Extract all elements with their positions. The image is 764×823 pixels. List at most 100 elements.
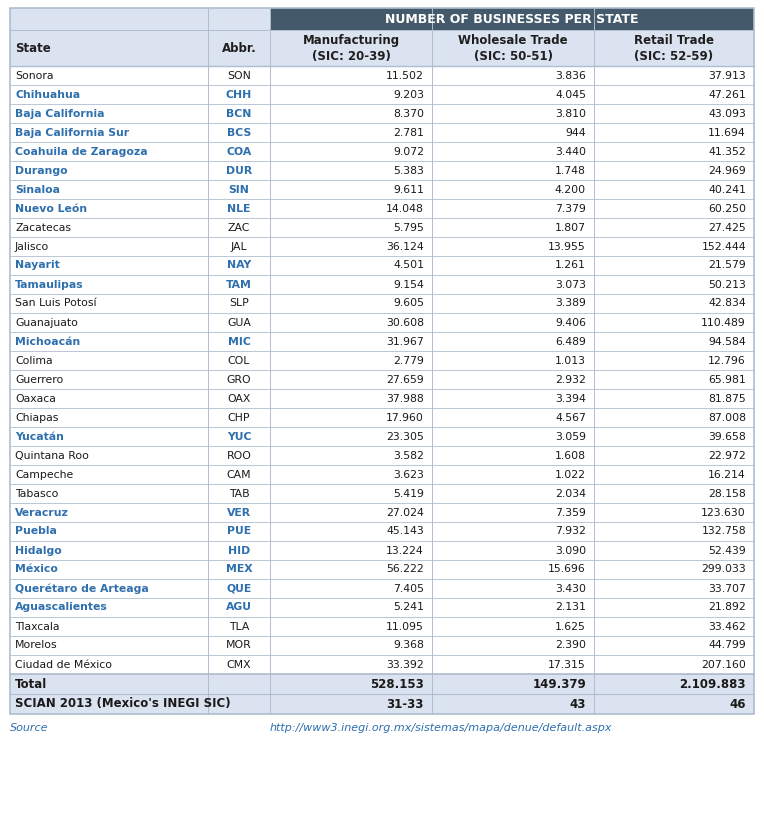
Bar [270, 256, 432, 275]
Text: 7.379: 7.379 [555, 203, 586, 213]
Text: 21.579: 21.579 [708, 261, 746, 271]
Text: Sinaloa: Sinaloa [15, 184, 60, 194]
Bar [594, 370, 754, 389]
Bar [208, 332, 270, 351]
Bar [594, 142, 754, 161]
Bar [208, 66, 270, 85]
Text: 81.875: 81.875 [708, 393, 746, 403]
Bar [594, 560, 754, 579]
Text: Quintana Roo: Quintana Roo [15, 450, 89, 461]
Text: Veracruz: Veracruz [15, 508, 69, 518]
Text: 3.059: 3.059 [555, 431, 586, 441]
Bar [10, 332, 208, 351]
Bar [10, 694, 208, 714]
Text: 21.892: 21.892 [708, 602, 746, 612]
Text: 207.160: 207.160 [701, 659, 746, 669]
Bar [270, 503, 432, 522]
Bar [208, 674, 270, 694]
Text: SIN: SIN [228, 184, 249, 194]
Bar [594, 351, 754, 370]
Bar [10, 161, 208, 180]
Bar [208, 389, 270, 408]
Bar [270, 636, 432, 655]
Text: OAX: OAX [228, 393, 251, 403]
Bar [432, 66, 594, 85]
Bar [270, 66, 432, 85]
Text: 7.405: 7.405 [393, 584, 424, 593]
Bar [594, 484, 754, 503]
Text: Nuevo León: Nuevo León [15, 203, 87, 213]
Text: CAM: CAM [227, 469, 251, 480]
Bar [270, 598, 432, 617]
Bar [432, 104, 594, 123]
Text: CMX: CMX [227, 659, 251, 669]
Text: 9.605: 9.605 [393, 299, 424, 309]
Bar [10, 655, 208, 674]
Text: SLP: SLP [229, 299, 249, 309]
Bar [432, 351, 594, 370]
Text: Baja California: Baja California [15, 109, 105, 119]
Bar [10, 484, 208, 503]
Bar [270, 579, 432, 598]
Bar [10, 351, 208, 370]
Text: 44.799: 44.799 [708, 640, 746, 650]
Bar [594, 30, 754, 66]
Bar [594, 294, 754, 313]
Text: 22.972: 22.972 [708, 450, 746, 461]
Text: MIC: MIC [228, 337, 251, 346]
Text: 2.034: 2.034 [555, 489, 586, 499]
Text: 41.352: 41.352 [708, 146, 746, 156]
Text: Campeche: Campeche [15, 469, 73, 480]
Text: COA: COA [226, 146, 251, 156]
Bar [10, 427, 208, 446]
Bar [208, 85, 270, 104]
Bar [208, 180, 270, 199]
Bar [208, 408, 270, 427]
Text: 5.419: 5.419 [393, 489, 424, 499]
Text: BCS: BCS [227, 128, 251, 137]
Bar [10, 579, 208, 598]
Text: 11.694: 11.694 [708, 128, 746, 137]
Text: 9.611: 9.611 [393, 184, 424, 194]
Bar [432, 636, 594, 655]
Bar [10, 237, 208, 256]
Text: 2.109.883: 2.109.883 [679, 677, 746, 690]
Bar [270, 484, 432, 503]
Bar [10, 560, 208, 579]
Bar [10, 389, 208, 408]
Text: 31.967: 31.967 [387, 337, 424, 346]
Text: Ciudad de México: Ciudad de México [15, 659, 112, 669]
Text: Michoacán: Michoacán [15, 337, 80, 346]
Text: ZAC: ZAC [228, 222, 250, 233]
Bar [208, 598, 270, 617]
Text: COL: COL [228, 356, 250, 365]
Text: 28.158: 28.158 [708, 489, 746, 499]
Text: 132.758: 132.758 [701, 527, 746, 537]
Bar [208, 579, 270, 598]
Bar [594, 636, 754, 655]
Bar [270, 655, 432, 674]
Bar [208, 313, 270, 332]
Bar [270, 560, 432, 579]
Text: 50.213: 50.213 [708, 280, 746, 290]
Bar [594, 66, 754, 85]
Text: 17.315: 17.315 [549, 659, 586, 669]
Text: 149.379: 149.379 [533, 677, 586, 690]
Text: SCIAN 2013 (Mexico's INEGI SIC): SCIAN 2013 (Mexico's INEGI SIC) [15, 698, 231, 710]
Text: 23.305: 23.305 [386, 431, 424, 441]
Bar [432, 275, 594, 294]
Bar [270, 332, 432, 351]
Bar [10, 85, 208, 104]
Bar [432, 655, 594, 674]
Text: 27.024: 27.024 [386, 508, 424, 518]
Text: 1.261: 1.261 [555, 261, 586, 271]
Text: 9.154: 9.154 [393, 280, 424, 290]
Bar [270, 313, 432, 332]
Bar [594, 541, 754, 560]
Text: 528.153: 528.153 [371, 677, 424, 690]
Text: Coahuila de Zaragoza: Coahuila de Zaragoza [15, 146, 147, 156]
Text: Guerrero: Guerrero [15, 374, 63, 384]
Text: 2.131: 2.131 [555, 602, 586, 612]
Bar [208, 636, 270, 655]
Text: 87.008: 87.008 [708, 412, 746, 422]
